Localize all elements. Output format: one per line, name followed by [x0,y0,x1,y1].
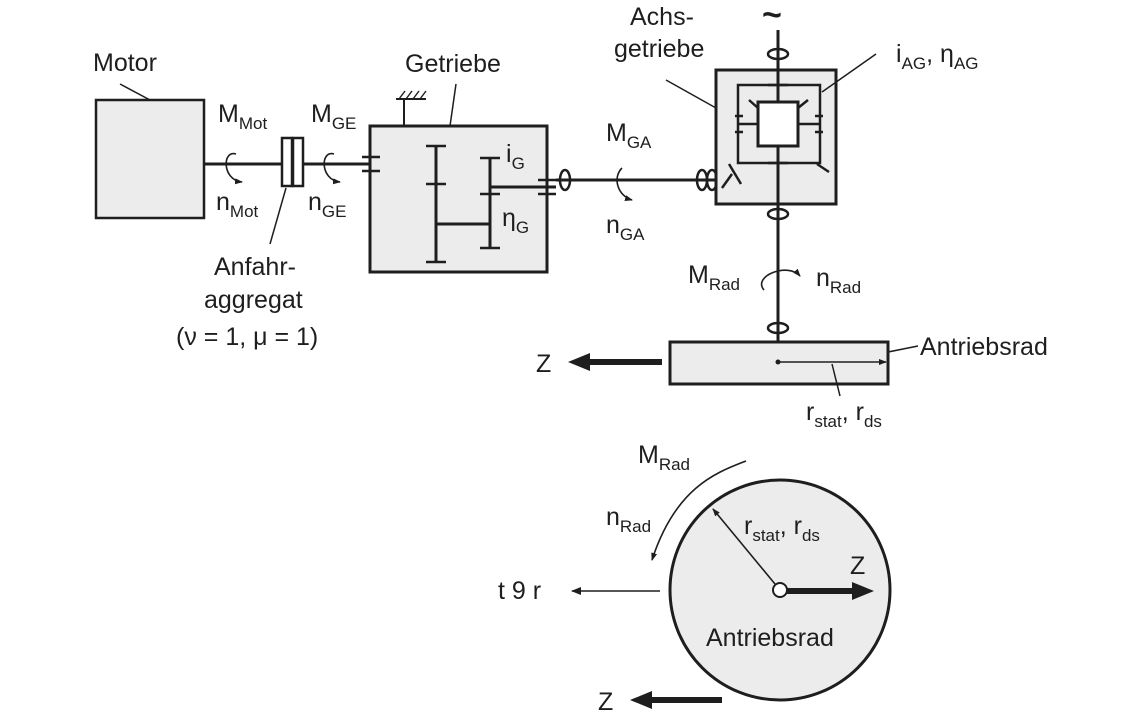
n-rad-label: nRad [816,264,861,297]
z-wheel-right-label: Z [850,552,865,580]
anfahr-label-2: aggregat [204,286,303,314]
drive-wheel-side [668,340,919,397]
n-mot-label: nMot [216,188,259,221]
m-mot-swirl [225,153,243,185]
joint-1 [558,168,572,192]
tilde-symbol: ~ [762,0,782,34]
z-side-label: Z [536,350,551,378]
antriebsrad-wheel-label: Antriebsrad [706,624,834,652]
achs-label-2: getriebe [614,35,704,63]
n-ga-label: nGA [606,211,645,244]
i-ag-eta-ag-label: iAG, ηAG [896,40,979,73]
i-g-label: iG [506,140,525,173]
z-wheel-bottom-label: Z [598,688,613,716]
z-arrow-side-head [568,353,590,371]
joint-mid [766,207,790,221]
motor-leader-line [119,83,151,101]
m-rad-label: MRad [688,261,740,294]
eta-g-label: ηG [502,204,529,237]
r-stat-rds-wheel-label: rstat, rds [744,512,820,545]
z-arrow-bottom-head [630,691,652,709]
m-ge-swirl [323,153,341,185]
m-mot-label: MMot [218,100,267,133]
motor-label: Motor [93,49,157,77]
getriebe-label: Getriebe [405,50,501,78]
joint-top [766,47,790,61]
m-ga-swirl [616,167,633,201]
achs-label-1: Achs- [630,3,694,31]
startup-coupling [269,136,305,245]
coupling-leader-line [269,187,287,245]
r-stat-rds-side-label: rstat, rds [806,398,882,431]
antriebsrad-side-label: Antriebsrad [920,333,1048,361]
motor-block [94,83,206,220]
m-ga-label: MGA [606,119,652,152]
joint-bottom [766,321,790,335]
m-rad-wheel-label: MRad [638,441,690,474]
force-left-label: t 9 r [498,577,541,605]
m-rad-swirl [760,268,801,291]
anfahr-label-3: (ν = 1, μ = 1) [176,323,318,351]
anfahr-label-1: Anfahr- [214,253,296,281]
gearbox [362,83,556,274]
m-ge-label: MGE [311,100,356,133]
n-ge-label: nGE [308,188,346,221]
n-rad-wheel-label: nRad [606,503,651,536]
axle-drive [665,53,877,222]
drive-wheel-front [651,460,892,702]
